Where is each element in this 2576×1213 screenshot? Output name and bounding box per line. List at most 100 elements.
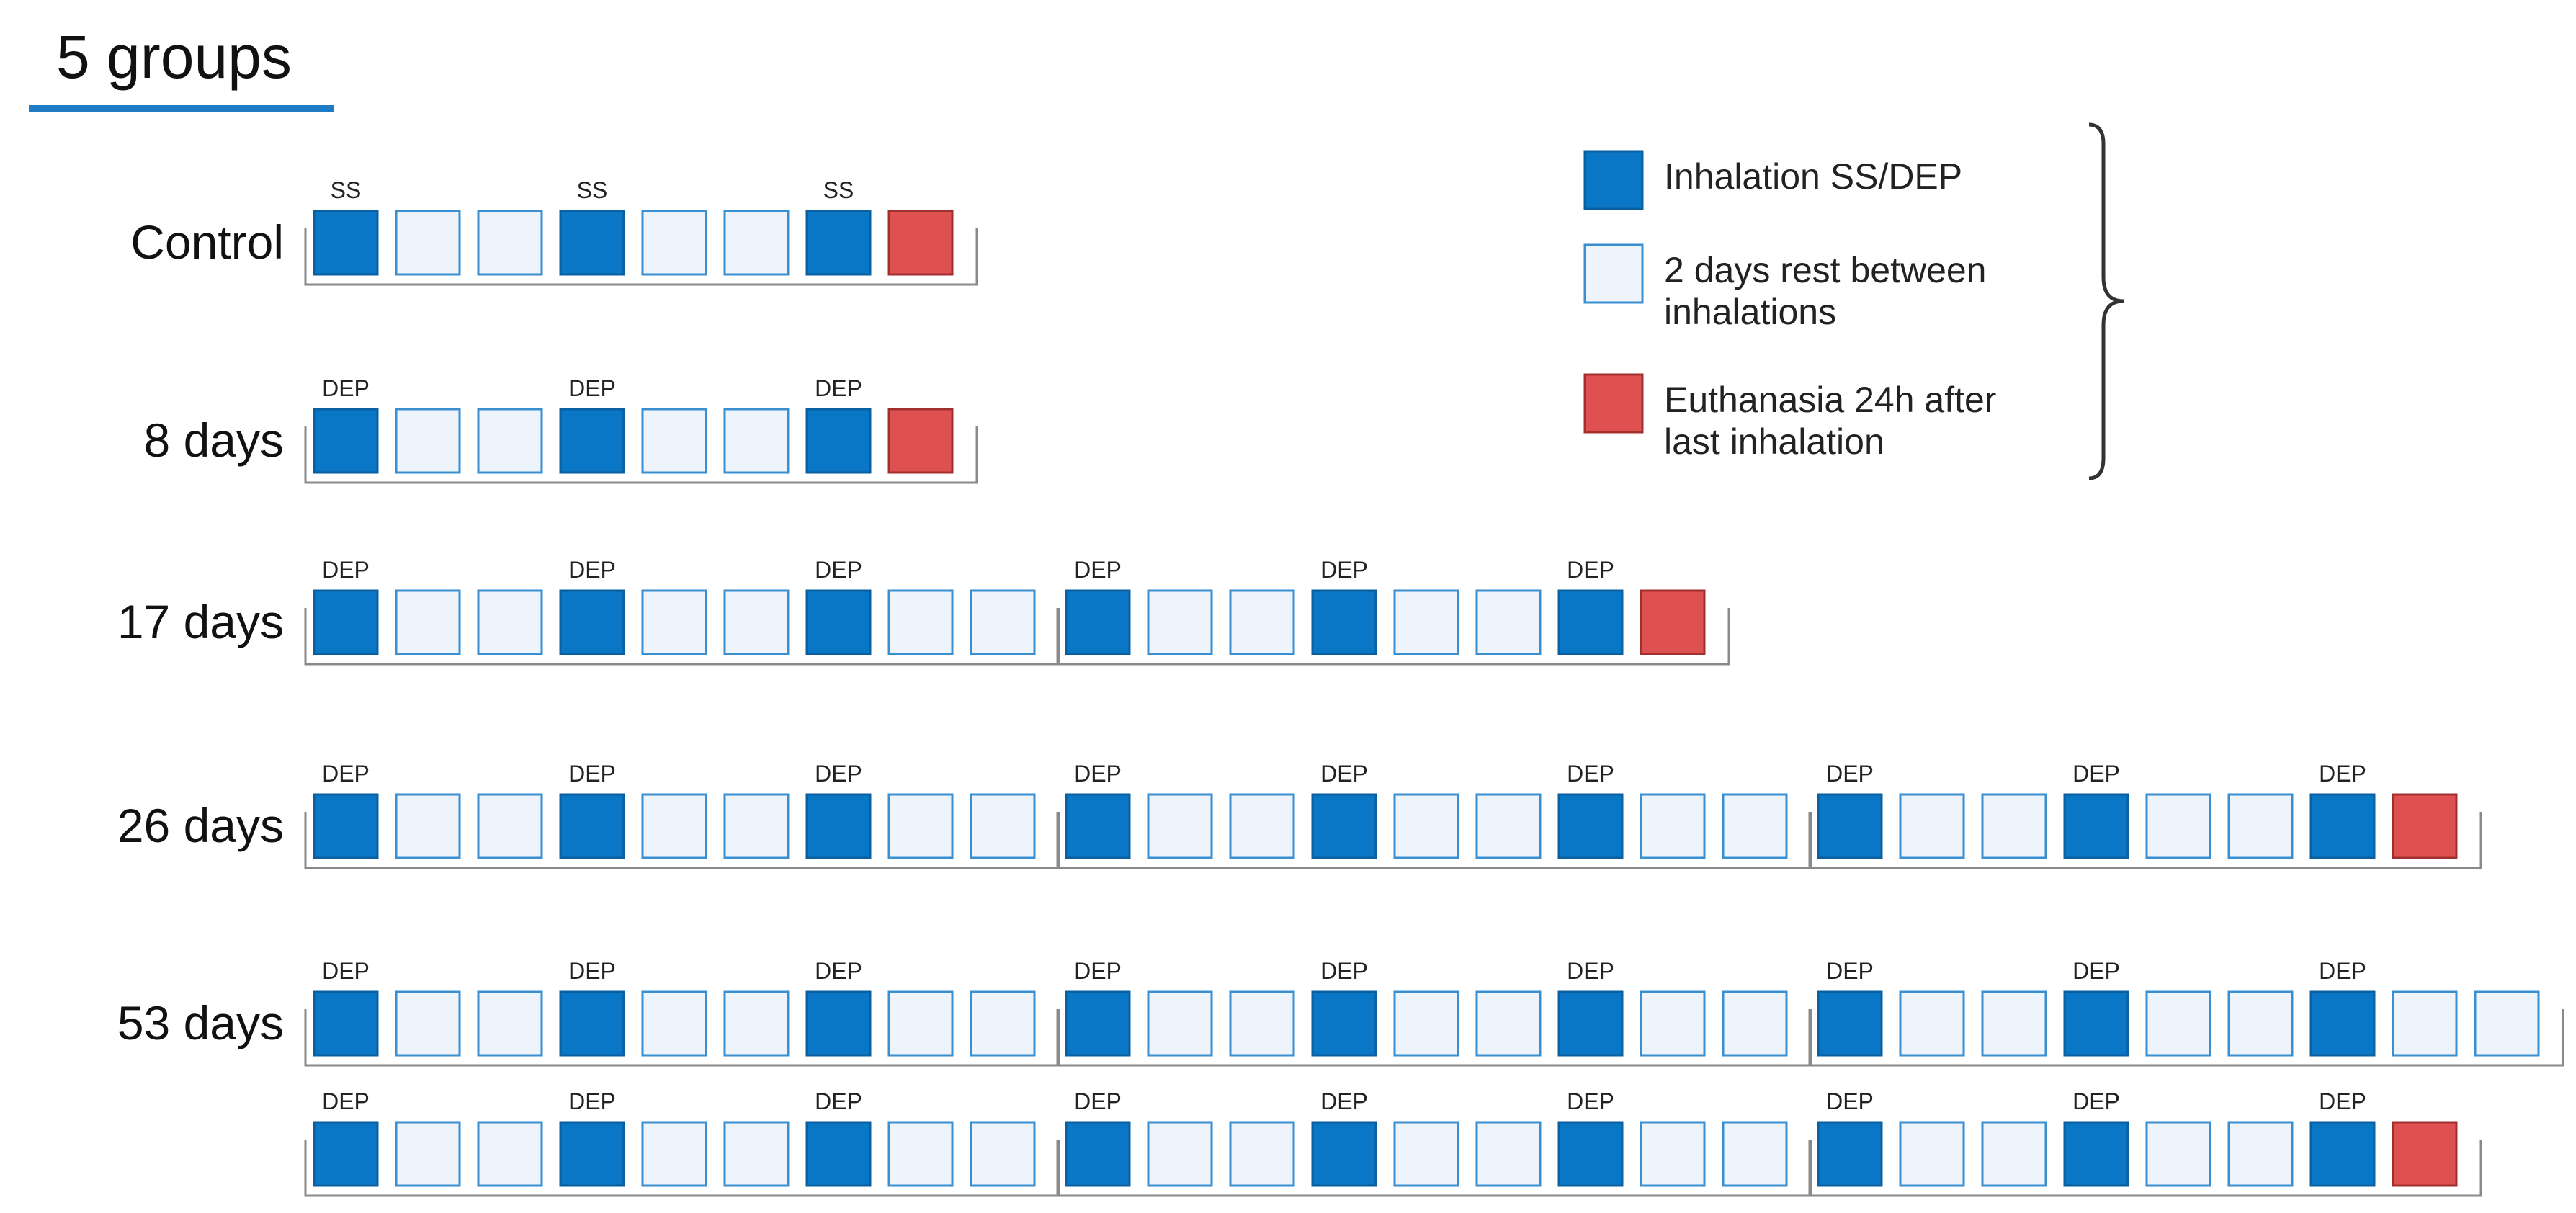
exposure-tag: DEP xyxy=(1567,958,1614,984)
exposure-tag: DEP xyxy=(815,958,862,984)
rest-box xyxy=(1475,793,1542,859)
inhalation-box xyxy=(805,210,872,276)
rest-box xyxy=(970,793,1036,859)
exposure-tag: DEP xyxy=(1567,761,1614,787)
inhalation-box xyxy=(2309,990,2376,1057)
exposure-tag: DEP xyxy=(322,958,370,984)
rest-box xyxy=(395,210,461,276)
inhalation-box xyxy=(559,210,625,276)
inhalation-box xyxy=(805,990,872,1057)
title-underline xyxy=(29,105,334,112)
rest-box xyxy=(2227,1121,2294,1187)
rest-box xyxy=(970,990,1036,1057)
exposure-tag: DEP xyxy=(1320,1088,1368,1114)
group-row: 26 days DEP DEP DEP DEP DEP DEP DEP DEP DEP xyxy=(117,761,2482,869)
exposure-tag: DEP xyxy=(1074,557,1122,583)
legend-label: Inhalation SS/DEP xyxy=(1664,156,1962,197)
exposure-tag: DEP xyxy=(2319,761,2366,787)
rest-box xyxy=(395,589,461,655)
legend-brace xyxy=(2088,122,2124,480)
inhalation-box xyxy=(1557,990,1624,1057)
rest-box xyxy=(641,1121,707,1187)
timeline-segment: DEP DEP DEP xyxy=(304,1088,1060,1197)
rest-box xyxy=(1475,589,1542,655)
rest-box xyxy=(395,990,461,1057)
legend-rest-swatch xyxy=(1583,243,1644,304)
timeline-baseline xyxy=(304,1009,1060,1067)
exposure-tag: DEP xyxy=(568,1088,616,1114)
exposure-tag: DEP xyxy=(1320,761,1368,787)
group-label: 53 days xyxy=(117,996,284,1049)
timeline-baseline xyxy=(1056,1140,1812,1197)
rest-box xyxy=(1899,1121,1965,1187)
rest-box xyxy=(641,990,707,1057)
rest-box xyxy=(395,793,461,859)
rest-box xyxy=(477,589,543,655)
timeline-segment: DEP DEP DEP xyxy=(304,761,1060,869)
inhalation-box xyxy=(1065,589,1131,655)
timeline-segment: DEP DEP DEP xyxy=(1808,958,2564,1067)
rest-box xyxy=(1722,793,1788,859)
rest-box xyxy=(477,990,543,1057)
rest-box xyxy=(1393,793,1459,859)
legend-euthanasia-swatch xyxy=(1583,373,1644,434)
rest-box xyxy=(1147,1121,1213,1187)
rest-box xyxy=(1147,589,1213,655)
inhalation-box xyxy=(1817,1121,1883,1187)
exposure-tag: DEP xyxy=(322,557,370,583)
rest-box xyxy=(2227,793,2294,859)
timeline-segment: DEP DEP DEP xyxy=(1056,1088,1812,1197)
rest-box xyxy=(1640,1121,1706,1187)
timeline-baseline xyxy=(1808,1009,2564,1067)
inhalation-box xyxy=(1311,793,1377,859)
exposure-tag: DEP xyxy=(322,761,370,787)
rest-box xyxy=(477,210,543,276)
euthanasia-box xyxy=(2392,793,2458,859)
exposure-tag: DEP xyxy=(1320,958,1368,984)
inhalation-box xyxy=(1311,1121,1377,1187)
euthanasia-box xyxy=(887,408,954,474)
rest-box xyxy=(1640,990,1706,1057)
inhalation-box xyxy=(1557,793,1624,859)
inhalation-box xyxy=(2063,793,2129,859)
exposure-tag: DEP xyxy=(1826,958,1874,984)
exposure-tag: DEP xyxy=(815,761,862,787)
timeline-baseline xyxy=(1808,1140,2482,1197)
rest-box xyxy=(1981,1121,2047,1187)
rest-box xyxy=(1229,1121,1295,1187)
exposure-tag: SS xyxy=(331,177,362,203)
euthanasia-box xyxy=(1640,589,1706,655)
timeline-segment: DEP DEP DEP xyxy=(1056,958,1812,1067)
timeline-baseline xyxy=(304,426,978,484)
legend-label: Euthanasia 24h after xyxy=(1664,380,1996,420)
inhalation-box xyxy=(559,1121,625,1187)
rest-box xyxy=(641,793,707,859)
inhalation-box xyxy=(2309,793,2376,859)
rest-box xyxy=(1393,589,1459,655)
legend-label: last inhalation xyxy=(1664,421,1884,462)
inhalation-box xyxy=(1557,589,1624,655)
inhalation-box xyxy=(313,210,379,276)
rest-box xyxy=(723,793,790,859)
rest-box xyxy=(723,990,790,1057)
rest-box xyxy=(1981,793,2047,859)
rest-box xyxy=(2227,990,2294,1057)
rest-box xyxy=(723,1121,790,1187)
rest-box xyxy=(477,408,543,474)
inhalation-box xyxy=(1311,589,1377,655)
group-row: 53 days DEP DEP DEP DEP DEP DEP DEP DEP DEP xyxy=(117,958,2564,1067)
inhalation-box xyxy=(559,990,625,1057)
rest-box xyxy=(1640,793,1706,859)
inhalation-box xyxy=(1065,1121,1131,1187)
inhalation-box xyxy=(2063,990,2129,1057)
inhalation-box xyxy=(1557,1121,1624,1187)
timeline-segment: DEP DEP DEP xyxy=(304,557,1060,666)
inhalation-box xyxy=(559,589,625,655)
rest-box xyxy=(970,589,1036,655)
rest-box xyxy=(1229,589,1295,655)
timeline-segment: DEP DEP DEP xyxy=(304,375,978,484)
exposure-tag: DEP xyxy=(1567,1088,1614,1114)
rest-box xyxy=(887,793,954,859)
rest-box xyxy=(1229,793,1295,859)
euthanasia-box xyxy=(2392,1121,2458,1187)
